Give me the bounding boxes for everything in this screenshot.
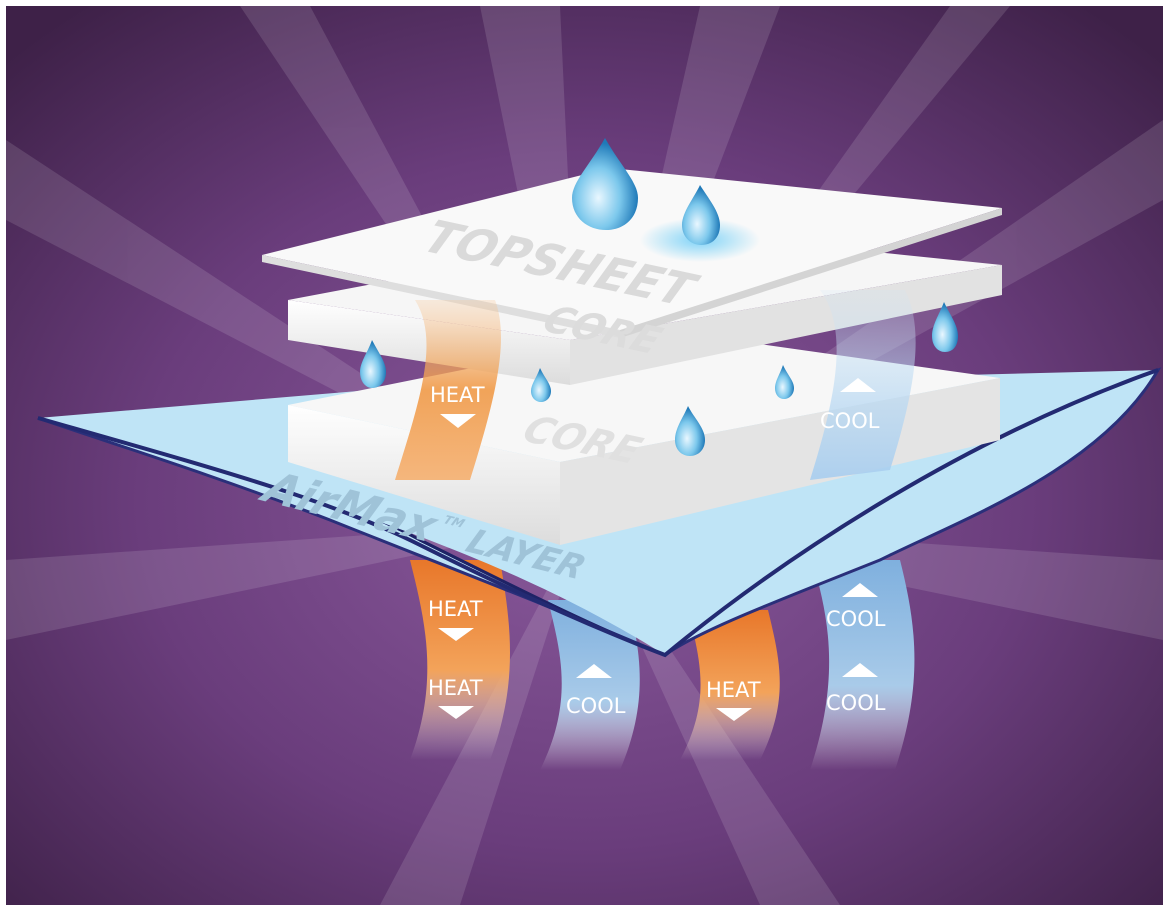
arrow-up-icon (840, 378, 876, 392)
arrow-up-icon (576, 664, 612, 678)
water-drop-icon (360, 340, 386, 388)
arrow-down-icon (438, 706, 474, 719)
water-drop-icon (572, 138, 638, 230)
cool-text: COOL (820, 409, 880, 433)
arrow-down-icon (716, 708, 752, 721)
svg-text:COOL: COOL (826, 691, 886, 715)
airmax-trademark: TM (441, 513, 467, 531)
topsheet-block (262, 168, 1002, 338)
arrow-down-icon (440, 414, 476, 428)
heat-label-left-top: HEAT (428, 597, 483, 641)
heat-label-core: HEAT (430, 383, 485, 428)
heat-stream-core (395, 300, 501, 480)
heat-stream-left (410, 560, 510, 760)
svg-text:HEAT: HEAT (706, 678, 761, 702)
svg-text:HEAT: HEAT (428, 597, 483, 621)
arrow-down-icon (438, 628, 474, 641)
cool-label-right-top: COOL (826, 583, 886, 631)
water-drops (360, 138, 958, 456)
arrow-up-icon (842, 663, 878, 677)
heat-label-center-right: HEAT (706, 678, 761, 721)
arrow-up-icon (842, 583, 878, 597)
cool-label-core: COOL (820, 378, 880, 433)
lower-flows (410, 560, 915, 770)
water-drop-icon (682, 185, 720, 245)
cool-stream-center-left (540, 600, 640, 770)
water-drop-icon (932, 302, 958, 352)
heat-label-left-bottom: HEAT (428, 676, 483, 719)
svg-text:COOL: COOL (826, 607, 886, 631)
cool-label-right-bottom: COOL (826, 663, 886, 715)
cool-label-center-left: COOL (566, 664, 626, 718)
svg-text:HEAT: HEAT (428, 676, 483, 700)
svg-text:COOL: COOL (566, 694, 626, 718)
heat-text: HEAT (430, 383, 485, 407)
heat-stream-center-right (680, 610, 780, 760)
water-drop-icon (675, 406, 705, 456)
water-drop-icon (531, 368, 551, 402)
water-drop-icon (775, 365, 794, 399)
